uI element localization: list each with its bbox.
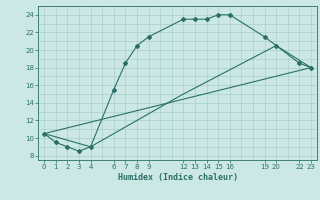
X-axis label: Humidex (Indice chaleur): Humidex (Indice chaleur) (118, 173, 238, 182)
